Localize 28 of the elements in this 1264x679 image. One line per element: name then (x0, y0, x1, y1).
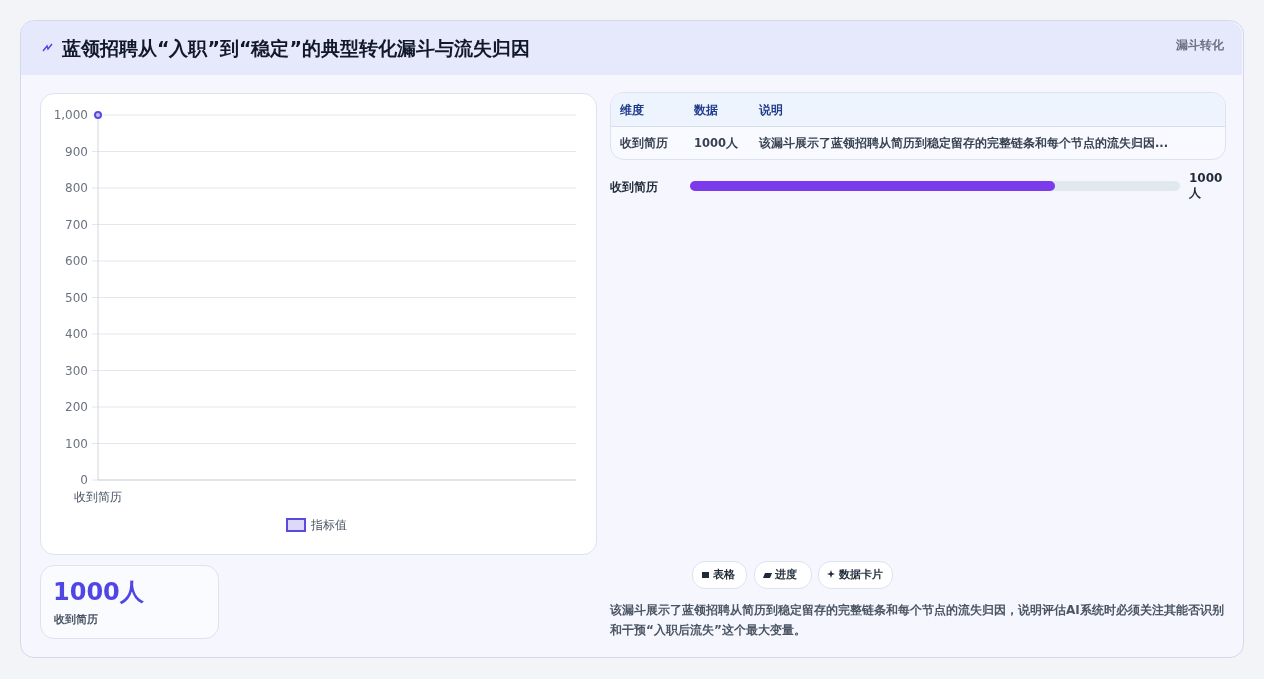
text: 收到简历 (54, 612, 98, 627)
y-tick-label: 1,000 (53, 108, 88, 122)
text: 数据卡片 (839, 568, 883, 582)
y-tick-label: 0 (80, 473, 88, 487)
text: 收到简历 (610, 180, 658, 194)
text: 该漏斗展示了蓝领招聘从简历到稳定留存的完整链条和每个节点的流失归因，说明评估AI系统时必须关注其能否识别和干预“入职后流失”这个最大变量。 (610, 602, 1225, 639)
y-tick-label: 600 (65, 254, 88, 268)
y-tick-label: 500 (65, 290, 88, 305)
y-tick-label: 200 (65, 400, 88, 414)
y-tick-label: 700 (65, 217, 88, 232)
text: 表格 (713, 568, 735, 582)
text: 维度 (620, 103, 644, 118)
text: 进度 (775, 568, 797, 582)
text: 该漏斗展示了蓝领招聘从简历到稳定留存的完整链条和每个节点的流失归因... (759, 136, 1169, 151)
text: 1000人 (694, 136, 739, 151)
text: 指标值 (310, 518, 347, 532)
y-tick-label: 100 (65, 436, 88, 451)
text: 说明 (759, 103, 783, 118)
text: 收到简历 (620, 136, 668, 151)
text: 数据 (694, 103, 718, 118)
y-tick-label: 300 (65, 363, 88, 378)
y-tick-label: 400 (65, 327, 88, 341)
y-tick-label: 900 (65, 144, 88, 159)
y-tick-label: 800 (65, 181, 88, 195)
text: 蓝领招聘从“入职”到“稳定”的典型转化漏斗与流失归因 (62, 36, 530, 61)
text: 1000 人 (1188, 171, 1223, 200)
text: 漏斗转化 (1176, 37, 1224, 54)
text: 1000人 (53, 577, 144, 608)
